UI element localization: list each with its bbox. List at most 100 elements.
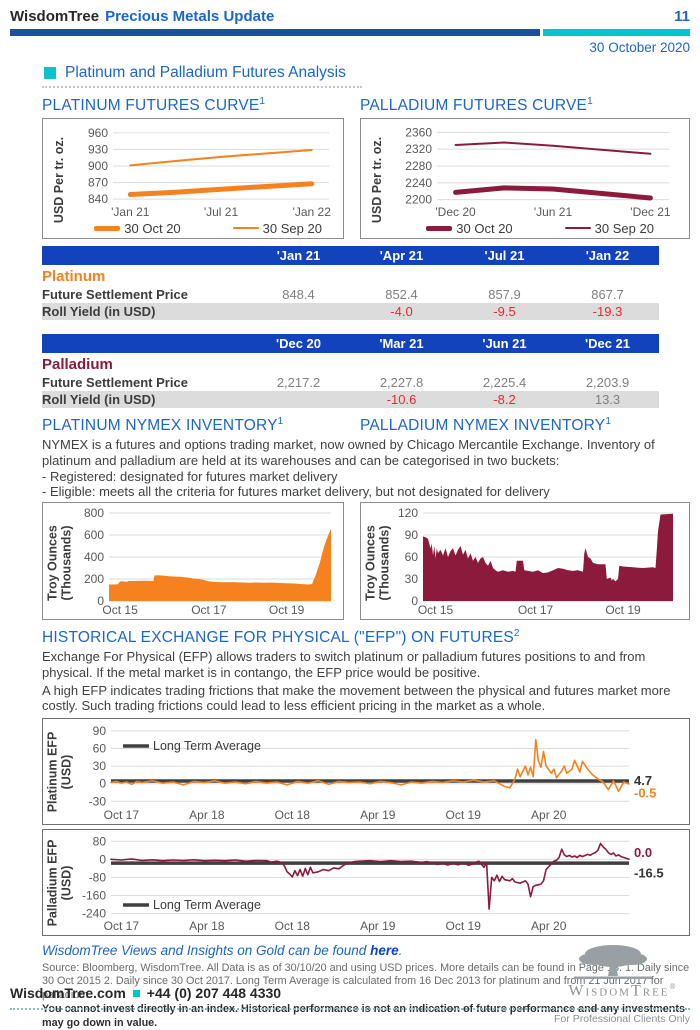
svg-text:0: 0 bbox=[99, 776, 106, 790]
svg-text:2200: 2200 bbox=[406, 193, 433, 207]
svg-text:'Jan 22: 'Jan 22 bbox=[293, 205, 332, 219]
report-date: 30 October 2020 bbox=[589, 40, 690, 55]
section-divider bbox=[42, 82, 362, 88]
footnote-sup: 1 bbox=[605, 416, 612, 428]
table-cell: -10.6 bbox=[386, 392, 417, 408]
y-axis-label: Palladium EFP (USD) bbox=[45, 839, 73, 927]
svg-text:2320: 2320 bbox=[406, 142, 433, 156]
svg-text:2280: 2280 bbox=[406, 159, 433, 173]
svg-text:960: 960 bbox=[88, 126, 108, 140]
svg-text:30: 30 bbox=[405, 572, 419, 586]
nymex-bullet-registered: - Registered: designated for futures mar… bbox=[42, 468, 338, 484]
y-axis-label: Platinum EFP (USD) bbox=[45, 731, 73, 813]
footer-divider bbox=[10, 1008, 690, 1010]
chart-svg: 0 200 400 600 800 Oct 15 Oct 17 Oct 19 bbox=[84, 507, 331, 617]
table-cell: 13.3 bbox=[594, 392, 621, 408]
svg-text:Apr 20: Apr 20 bbox=[531, 919, 567, 933]
svg-text:90: 90 bbox=[405, 528, 419, 542]
chart-svg: -30 0 30 60 90 Oct 17 Apr 18 Oct 18 Apr 19 Oct 19… bbox=[89, 724, 657, 822]
header: WisdomTree Precious Metals Update 11 bbox=[10, 8, 690, 25]
svg-text:60: 60 bbox=[405, 550, 419, 564]
futures-titles-row: PLATINUM FUTURES CURVE1 PALLADIUM FUTURE… bbox=[42, 96, 690, 115]
table-row: Roll Yield (in USD) -4.0 -9.5 -19.3 bbox=[42, 303, 659, 321]
wisdomtree-logo-text: WisdomTree® bbox=[568, 981, 678, 999]
palladium-futures-table: 'Dec 20 'Mar 21 'Jun 21 'Dec 21 Palladium Fut… bbox=[42, 334, 659, 409]
table-cell: 848.4 bbox=[282, 287, 315, 303]
here-link[interactable]: here bbox=[370, 942, 399, 958]
table-column-header: 'Apr 21 bbox=[379, 248, 424, 264]
legend-label: 30 Sep 20 bbox=[594, 220, 654, 236]
svg-text:-0.5: -0.5 bbox=[634, 785, 656, 800]
svg-text:-16.5: -16.5 bbox=[634, 865, 664, 880]
palladium-inventory-plot: 0 30 60 90 120 Oct 15 Oct 17 Oct 19 bbox=[393, 507, 687, 618]
svg-text:Oct 19: Oct 19 bbox=[446, 919, 482, 933]
views-text: WisdomTree Views and Insights on Gold ca… bbox=[42, 942, 367, 958]
svg-text:90: 90 bbox=[93, 724, 107, 738]
header-rule bbox=[10, 29, 690, 36]
svg-text:'Jun 21: 'Jun 21 bbox=[534, 205, 573, 219]
phone-number: +44 (0) 207 448 4330 bbox=[146, 985, 282, 1001]
table-row-label: Future Settlement Price bbox=[42, 375, 188, 391]
svg-text:'Jul 21: 'Jul 21 bbox=[204, 205, 239, 219]
table-metal-label: Platinum bbox=[42, 268, 106, 286]
svg-text:600: 600 bbox=[84, 528, 104, 542]
svg-text:-160: -160 bbox=[82, 888, 106, 902]
table-cell: -8.2 bbox=[493, 392, 516, 408]
palladium-futures-title: PALLADIUM FUTURES CURVE1 bbox=[360, 96, 593, 115]
wisdomtree-logo: WisdomTree® bbox=[558, 943, 688, 999]
legend-label: 30 Oct 20 bbox=[456, 220, 513, 236]
bullet-square-icon bbox=[44, 67, 56, 79]
table-cell: 2,225.4 bbox=[482, 375, 527, 391]
source-note: Source: Bloomberg, WisdomTree. All Data … bbox=[42, 961, 690, 1001]
svg-text:400: 400 bbox=[84, 550, 104, 564]
svg-text:30: 30 bbox=[93, 759, 107, 773]
platinum-futures-title: PLATINUM FUTURES CURVE1 bbox=[42, 96, 266, 115]
legend-item: 30 Oct 20 bbox=[94, 221, 181, 236]
website-link[interactable]: WisdomTree.com bbox=[10, 985, 126, 1001]
svg-text:2360: 2360 bbox=[406, 126, 433, 140]
views-period: . bbox=[398, 942, 403, 958]
table-cell: 852.4 bbox=[385, 287, 418, 303]
legend-line-swatch bbox=[232, 227, 259, 230]
svg-text:Oct 18: Oct 18 bbox=[275, 808, 311, 822]
chart-legend: 30 Oct 20 30 Sep 20 bbox=[393, 219, 687, 237]
efp-paragraph-1: Exchange For Physical (EFP) allows trade… bbox=[42, 649, 646, 680]
svg-text:870: 870 bbox=[88, 176, 108, 190]
svg-text:840: 840 bbox=[88, 192, 108, 206]
nymex-bullet-eligible: - Eligible: meets all the criteria for f… bbox=[42, 483, 550, 499]
footnote-sup: 1 bbox=[277, 416, 284, 428]
svg-text:0: 0 bbox=[412, 594, 419, 608]
footnote-sup: 2 bbox=[513, 628, 520, 640]
svg-text:2240: 2240 bbox=[406, 176, 433, 190]
legend-item: 30 Sep 20 bbox=[232, 221, 322, 236]
table-header-row: 'Jan 21 'Apr 21 'Jul 21 'Jan 22 bbox=[42, 246, 659, 266]
svg-text:0: 0 bbox=[97, 594, 104, 608]
svg-text:-240: -240 bbox=[82, 906, 106, 920]
main-content: PLATINUM FUTURES CURVE1 PALLADIUM FUTURE… bbox=[42, 96, 690, 1030]
svg-text:930: 930 bbox=[88, 143, 108, 157]
table-column-header: 'Jul 21 bbox=[484, 248, 525, 264]
svg-text:'Dec 21: 'Dec 21 bbox=[631, 205, 672, 219]
platinum-efp-plot: -30 0 30 60 90 Oct 17 Apr 18 Oct 18 Apr 19 Oct 19… bbox=[75, 722, 687, 823]
table-row: Future Settlement Price 848.4 852.4 857.9 86… bbox=[42, 286, 659, 303]
table-column-header: 'Jan 21 bbox=[276, 248, 321, 264]
y-axis-label: Troy Ounces (Thousands) bbox=[45, 524, 73, 601]
table-cell: -9.5 bbox=[493, 304, 516, 320]
table-cell: 2,203.9 bbox=[585, 375, 630, 391]
wisdomtree-tree-icon bbox=[574, 944, 652, 979]
y-axis-label: Troy Ounces (Thousands) bbox=[363, 524, 392, 601]
table-row-label: Future Settlement Price bbox=[42, 287, 188, 303]
svg-text:Oct 17: Oct 17 bbox=[191, 603, 227, 617]
svg-text:-80: -80 bbox=[89, 870, 107, 884]
platinum-nymex-title: PLATINUM NYMEX INVENTORY1 bbox=[42, 416, 284, 435]
palladium-nymex-title: PALLADIUM NYMEX INVENTORY1 bbox=[360, 416, 612, 435]
table-column-header: 'Mar 21 bbox=[379, 336, 424, 352]
svg-text:-30: -30 bbox=[89, 794, 107, 808]
palladium-futures-chart: USD Per tr. oz. 2200 2240 2280 2320 2360 'Dec… bbox=[360, 118, 690, 240]
svg-text:Apr 19: Apr 19 bbox=[360, 808, 396, 822]
svg-text:Oct 17: Oct 17 bbox=[104, 808, 140, 822]
chart-svg: -240 -160 -80 0 80 Oct 17 Apr 18 Oct 18 Apr 19 Oc… bbox=[82, 834, 664, 933]
svg-text:Oct 17: Oct 17 bbox=[104, 919, 140, 933]
palladium-futures-plot: 2200 2240 2280 2320 2360 'Dec 20 'Jun 21 'Dec 2… bbox=[393, 123, 687, 237]
table-header-row: 'Dec 20 'Mar 21 'Jun 21 'Dec 21 bbox=[42, 334, 659, 354]
